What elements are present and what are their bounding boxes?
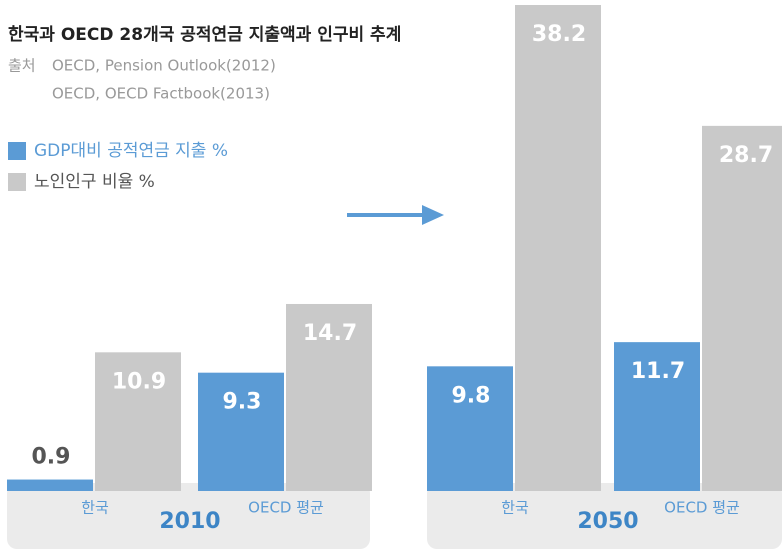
legend-swatch [8,173,26,191]
value-label: 9.3 [223,390,262,415]
source: OECD, OECD Factbook(2013) [52,85,270,103]
source: OECD, Pension Outlook(2012) [52,57,276,75]
arrow-head [422,205,444,225]
bar [614,342,700,491]
bar [7,479,93,491]
source-label: 출처 [8,57,36,75]
category-label: 한국 [81,499,109,517]
category-label: OECD 평균 [664,499,740,517]
legend-label: 노인인구 비율 % [34,172,155,192]
value-label: 10.9 [112,369,166,394]
group-label: 2050 [577,509,638,534]
value-label: 28.7 [719,143,773,168]
bar [702,125,782,491]
chart-title: 한국과 OECD 28개국 공적연금 지출액과 인구비 추계 [8,25,401,45]
bar [515,5,601,491]
value-label: 9.8 [452,383,491,408]
value-label: 38.2 [532,22,586,47]
value-label: 0.9 [32,445,71,470]
value-label: 11.7 [631,359,685,384]
bar [198,372,284,491]
category-label: OECD 평균 [248,499,324,517]
bar [427,366,513,491]
legend-label: GDP대비 공적연금 지출 % [34,141,228,161]
panel-bg [7,483,370,549]
bar [95,352,181,491]
legend-swatch [8,142,26,160]
value-label: 14.7 [303,321,357,346]
panel-bg [427,483,782,549]
group-label: 2010 [159,509,220,534]
category-label: 한국 [501,499,529,517]
bar [286,303,372,491]
